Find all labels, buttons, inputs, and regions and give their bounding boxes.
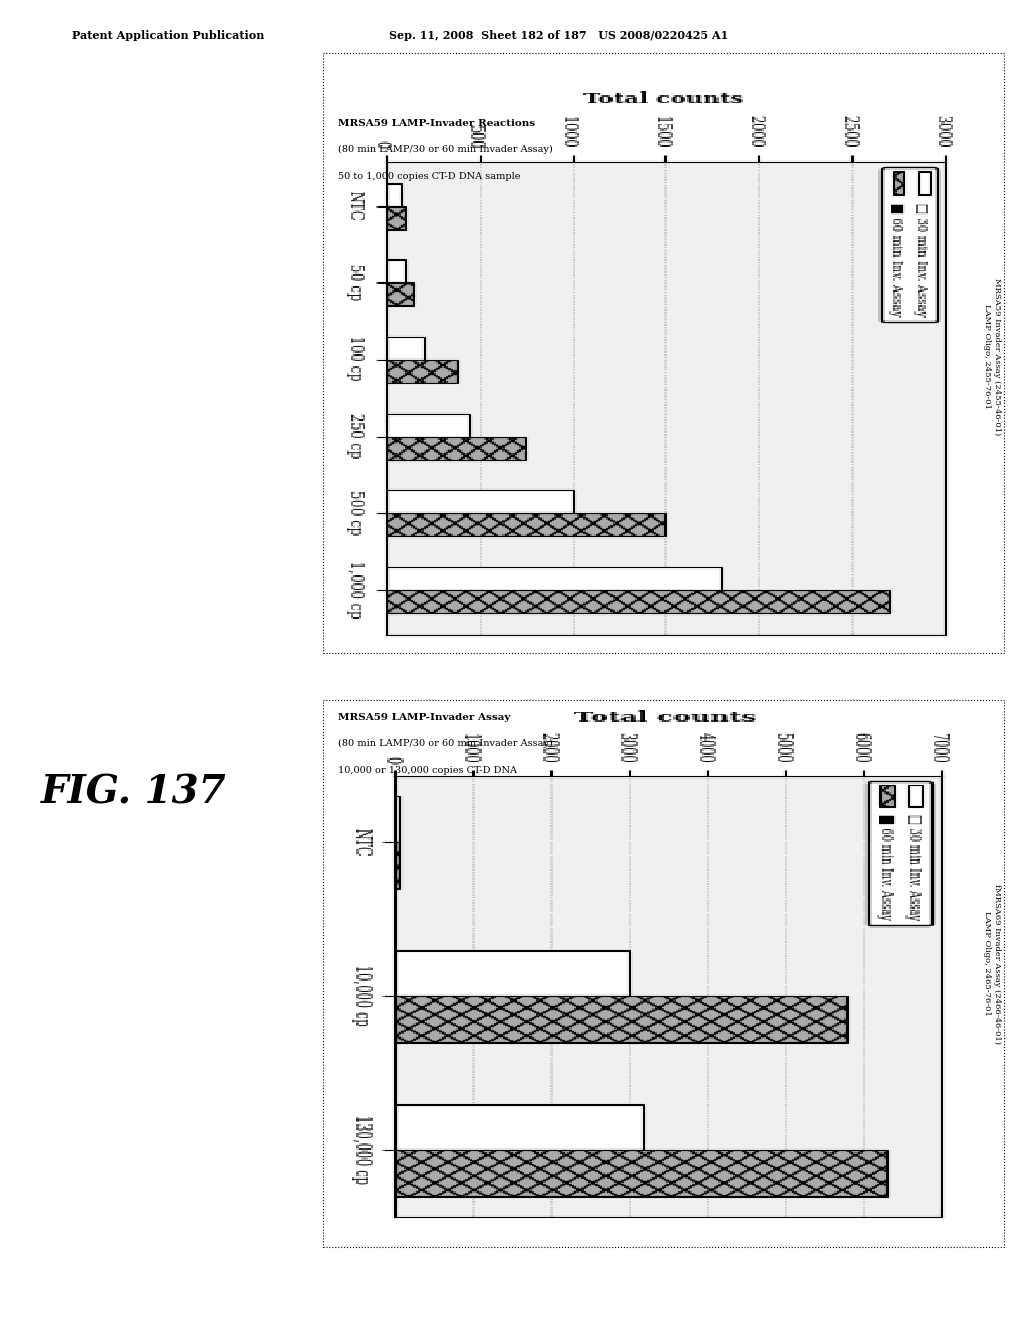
Text: (80 min LAMP/30 or 60 min Invader Assay): (80 min LAMP/30 or 60 min Invader Assay) [338, 145, 553, 154]
Text: FIG. 137: FIG. 137 [41, 774, 226, 810]
Text: MRSA59 Invader Assay (2455-46-01): MRSA59 Invader Assay (2455-46-01) [993, 277, 1001, 436]
Text: Sep. 11, 2008  Sheet 182 of 187   US 2008/0220425 A1: Sep. 11, 2008 Sheet 182 of 187 US 2008/0… [389, 30, 728, 41]
Text: MRSA59 LAMP-Invader Reactions: MRSA59 LAMP-Invader Reactions [338, 119, 536, 128]
Text: fMRSA69 Invader Assay (2466-46-01): fMRSA69 Invader Assay (2466-46-01) [993, 883, 1001, 1044]
Text: Patent Application Publication: Patent Application Publication [72, 30, 264, 41]
Text: 50 to 1,000 copies CT-D DNA sample: 50 to 1,000 copies CT-D DNA sample [338, 172, 520, 181]
Text: (80 min LAMP/30 or 60 min Invader Assay): (80 min LAMP/30 or 60 min Invader Assay) [338, 739, 553, 748]
Text: LAMP Oligo, 2465-76-01: LAMP Oligo, 2465-76-01 [983, 911, 991, 1016]
Text: MRSA59 LAMP-Invader Assay: MRSA59 LAMP-Invader Assay [338, 713, 510, 722]
Text: LAMP Oligo, 2455-76-01: LAMP Oligo, 2455-76-01 [983, 304, 991, 409]
Text: 10,000 or 130,000 copies CT-D DNA: 10,000 or 130,000 copies CT-D DNA [338, 766, 517, 775]
